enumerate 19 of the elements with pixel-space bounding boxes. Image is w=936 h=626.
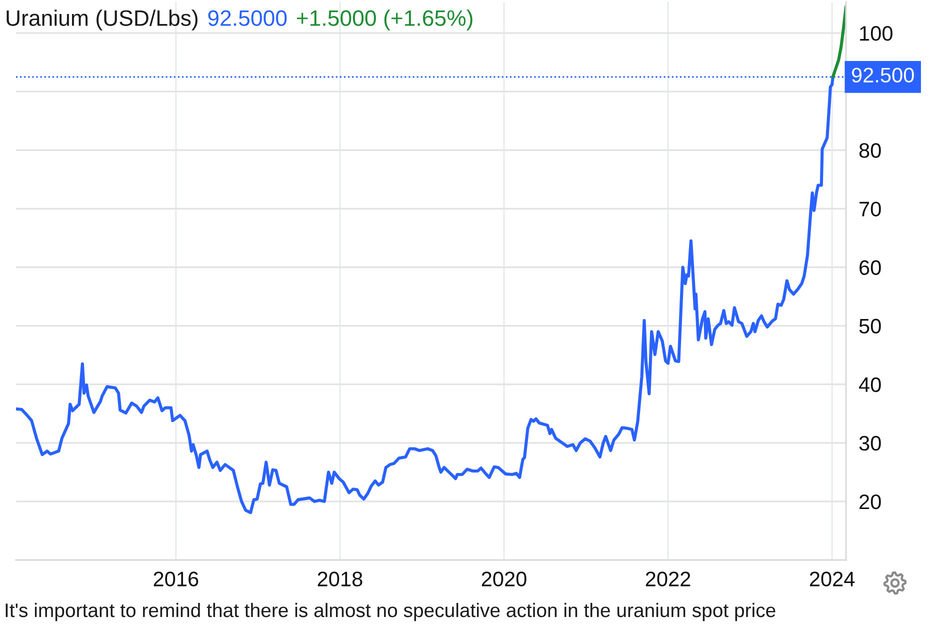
x-tick-label: 2022 xyxy=(646,572,690,586)
y-tick-label: 100 xyxy=(860,26,892,41)
y-tick-label: 60 xyxy=(860,260,881,275)
x-tick-label: 2024 xyxy=(810,572,855,586)
ref-line-label: 92.500 xyxy=(852,68,914,83)
text: It's important to remind that there is almost no speculative action in the uranium spot price xyxy=(6,602,776,622)
x-tick-label: 2016 xyxy=(154,572,198,586)
y-tick-label: 30 xyxy=(859,436,881,451)
x-tick-label: 2018 xyxy=(318,572,362,586)
y-tick-label: 80 xyxy=(859,143,881,158)
chart-title: Uranium (USD/Lbs) xyxy=(6,10,198,30)
annotation: 92.5000 xyxy=(208,10,287,26)
y-tick-label: 20 xyxy=(860,494,881,510)
y-tick-label: 70 xyxy=(860,202,881,216)
y-tick-label: 50 xyxy=(859,318,881,334)
y-tick-label: 40 xyxy=(858,377,881,392)
line-series xyxy=(831,5,846,78)
x-tick-label: 2020 xyxy=(482,572,526,586)
annotation: +1.5000 (+1.65%) xyxy=(296,10,472,30)
